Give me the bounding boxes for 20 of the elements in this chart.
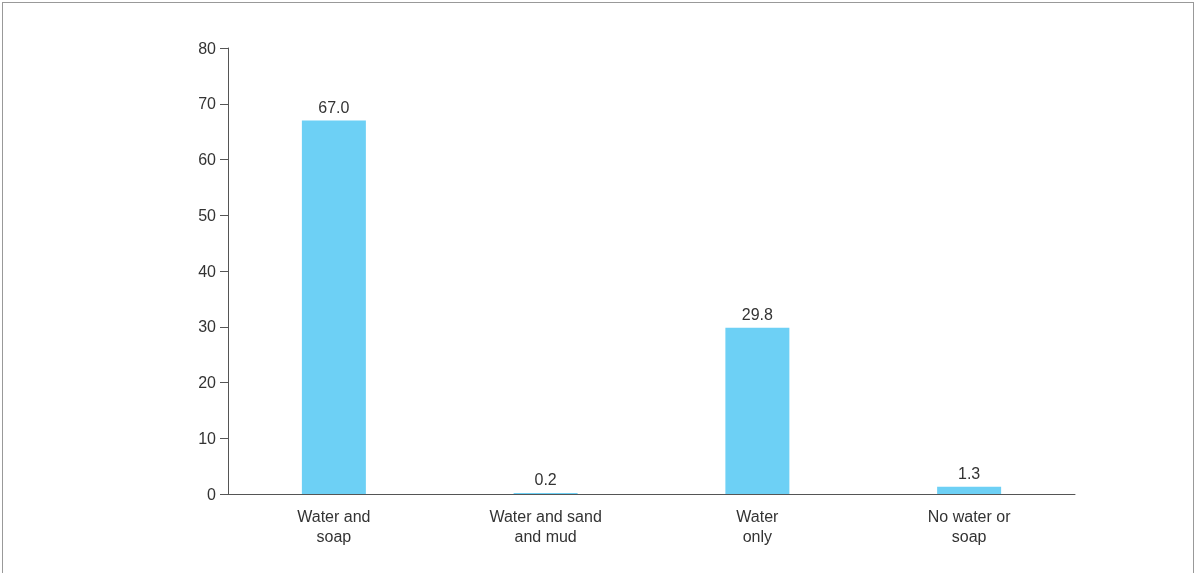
y-tick-label: 30	[198, 318, 217, 336]
y-tick-label: 0	[207, 485, 217, 503]
y-tick-label: 50	[198, 206, 217, 224]
data-label: 0.2	[534, 471, 557, 489]
data-label: 1.3	[958, 465, 981, 483]
x-tick-label: Water and soap	[297, 507, 371, 545]
y-tick-label: 20	[198, 374, 217, 391]
bar	[937, 486, 1002, 494]
y-tick-label: 10	[198, 429, 217, 447]
y-tick-label: 40	[198, 262, 217, 280]
data-label: 67.0	[318, 98, 350, 116]
x-tick-label: Water only	[736, 507, 780, 545]
y-tick-label: 60	[198, 151, 217, 168]
x-tick-label: No water or soap	[927, 507, 1012, 545]
y-tick-label: 80	[198, 39, 217, 57]
bar	[725, 327, 790, 494]
bar	[301, 120, 366, 494]
x-tick-label: Water and sand and mud	[489, 507, 602, 545]
y-tick-label: 70	[198, 95, 217, 113]
data-label: 29.8	[741, 306, 774, 324]
